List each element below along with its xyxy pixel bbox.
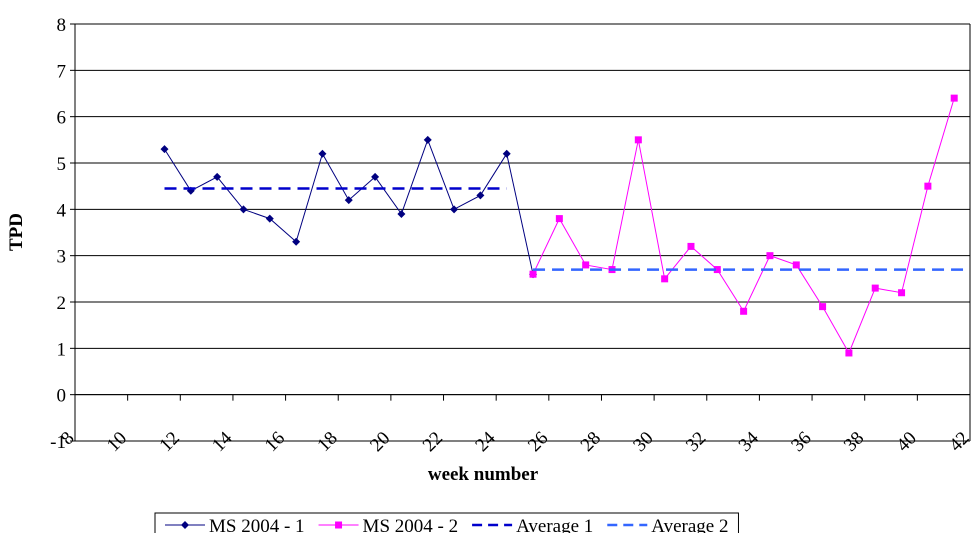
legend-box [154, 512, 739, 533]
marker [213, 172, 222, 181]
y-tick-label: 6 [57, 108, 67, 129]
marker [318, 149, 327, 158]
marker [871, 284, 879, 292]
marker [423, 135, 432, 144]
marker [845, 349, 853, 357]
x-tick-label: 34 [735, 427, 764, 456]
marker [529, 270, 537, 278]
marker [950, 94, 958, 102]
legend-label: Average 2 [651, 516, 728, 533]
marker [371, 172, 380, 181]
marker [766, 252, 774, 260]
y-tick-label: 7 [57, 61, 67, 82]
marker [555, 215, 563, 223]
marker [344, 196, 353, 205]
marker [924, 182, 932, 190]
marker [634, 136, 642, 144]
legend-label: MS 2004 - 1 [209, 516, 305, 533]
y-tick-label: 3 [57, 247, 67, 268]
legend-marker [181, 521, 189, 529]
x-tick-label: 16 [261, 428, 289, 456]
marker [265, 214, 274, 223]
y-tick-label: 5 [57, 154, 67, 175]
x-tick-label: 42 [945, 428, 973, 456]
y-tick-label: 8 [57, 15, 67, 36]
marker [292, 237, 301, 246]
marker [687, 242, 695, 250]
marker [239, 205, 248, 214]
marker [160, 145, 169, 154]
x-tick-label: 22 [419, 428, 447, 456]
x-tick-label: 30 [629, 428, 657, 456]
x-tick-label: 18 [313, 428, 341, 456]
x-tick-label: 14 [208, 427, 237, 456]
y-tick-label: 2 [57, 293, 67, 314]
y-tick-label: -1 [50, 432, 66, 453]
marker [397, 209, 406, 218]
marker [792, 261, 800, 269]
x-tick-label: 12 [156, 428, 184, 456]
legend: MS 2004 - 1 MS 2004 - 2 Average 1 Average 2 [154, 512, 739, 533]
legend-label: MS 2004 - 2 [363, 516, 459, 533]
x-tick-label: 28 [577, 428, 605, 456]
marker [502, 149, 511, 158]
marker [582, 261, 590, 269]
x-tick-label: 24 [471, 427, 500, 456]
y-tick-label: 4 [57, 200, 67, 221]
x-tick-label: 10 [103, 428, 131, 456]
marker [819, 303, 827, 311]
y-axis-label: TPD [6, 213, 27, 251]
x-tick-label: 40 [893, 428, 921, 456]
marker [740, 307, 748, 315]
x-tick-label: 20 [366, 428, 394, 456]
x-tick-label: 26 [524, 428, 552, 456]
x-tick-label: 36 [787, 428, 815, 456]
marker [713, 266, 721, 274]
marker [898, 289, 906, 297]
x-tick-label: 38 [840, 428, 868, 456]
marker [476, 191, 485, 200]
series-line [164, 138, 534, 275]
x-tick-label: 32 [682, 428, 710, 456]
legend-marker [335, 521, 343, 529]
marker [450, 205, 459, 214]
x-axis-label: week number [428, 464, 539, 485]
y-tick-label: 1 [57, 339, 67, 360]
marker [661, 275, 669, 283]
legend-label: Average 1 [516, 516, 593, 533]
y-tick-label: 0 [57, 386, 67, 407]
